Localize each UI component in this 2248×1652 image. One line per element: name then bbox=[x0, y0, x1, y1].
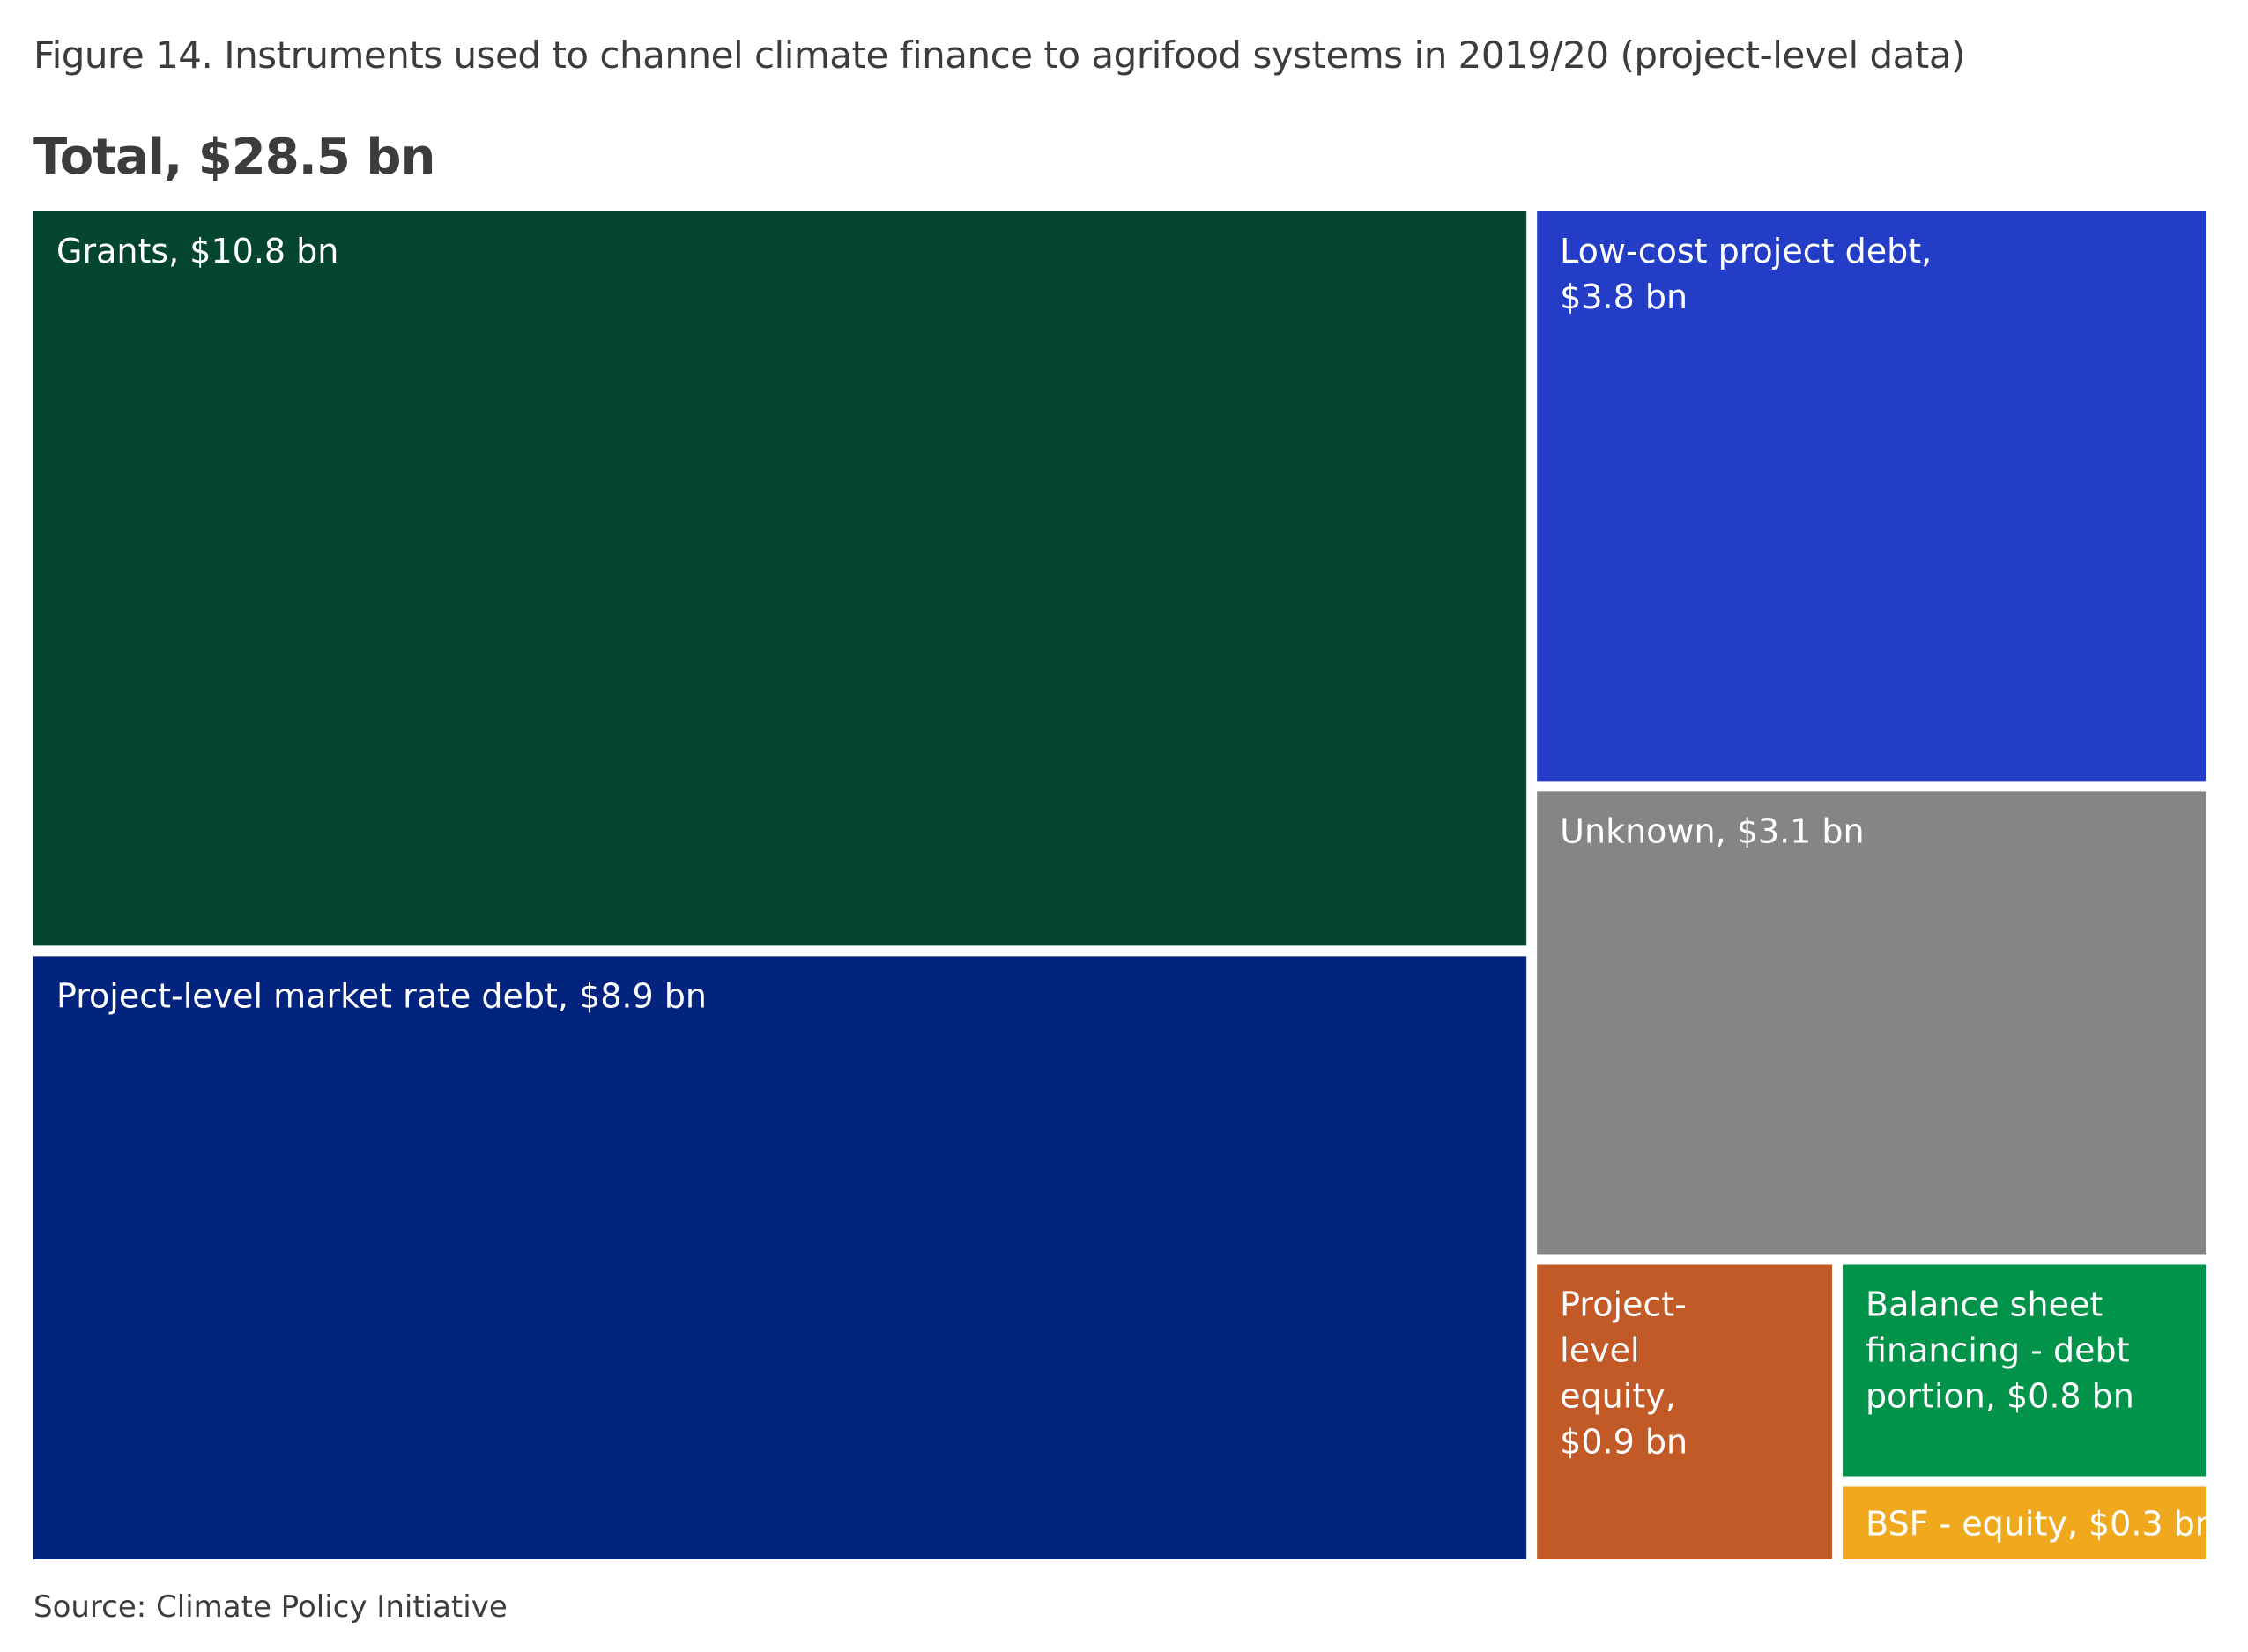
tile-unknown bbox=[1537, 791, 2206, 1255]
tile-label-project-level-market-rate-debt: Project-level market rate debt, $8.9 bn bbox=[56, 976, 707, 1015]
tile-project-level-equity bbox=[1537, 1264, 1833, 1559]
tile-label-bsf-equity: BSF - equity, $0.3 bn bbox=[1866, 1505, 2216, 1544]
tile-bsf-equity bbox=[1843, 1486, 2206, 1559]
figure-title: Figure 14. Instruments used to channel c… bbox=[33, 33, 1966, 77]
tile-grants bbox=[33, 211, 1527, 946]
tile-label-grants: Grants, $10.8 bn bbox=[56, 232, 338, 270]
source-note: Source: Climate Policy Initiative bbox=[33, 1589, 508, 1625]
tile-label-project-level-equity: Project-level equity, $0.9 bn bbox=[1560, 1285, 1688, 1461]
total-label: Total, $28.5 bn bbox=[33, 129, 435, 186]
tile-label-unknown: Unknown, $3.1 bn bbox=[1560, 811, 1864, 850]
tile-project-level-market-rate-debt bbox=[33, 956, 1527, 1559]
tile-low-cost-project-debt bbox=[1537, 211, 2206, 782]
tile-label-low-cost-project-debt: Low-cost project debt, $3.8 bn bbox=[1560, 232, 1932, 316]
tile-balance-sheet-financing-debt-portion bbox=[1843, 1264, 2206, 1477]
tile-label-balance-sheet-financing-debt-portion: Balance sheet financing - debt portion, $0… bbox=[1866, 1285, 2134, 1415]
